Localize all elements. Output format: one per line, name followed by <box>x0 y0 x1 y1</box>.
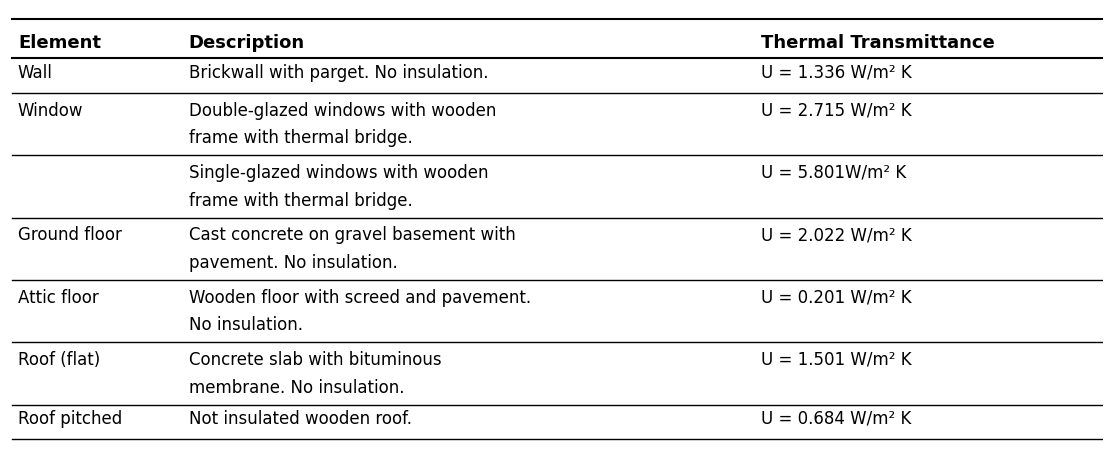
Text: Wall: Wall <box>18 63 53 81</box>
Text: Attic floor: Attic floor <box>18 288 98 306</box>
Text: Element: Element <box>18 34 100 51</box>
Text: Window: Window <box>18 101 84 119</box>
Text: U = 0.201 W/m² K: U = 0.201 W/m² K <box>762 288 912 306</box>
Text: Concrete slab with bituminous: Concrete slab with bituminous <box>189 350 442 368</box>
Text: frame with thermal bridge.: frame with thermal bridge. <box>189 191 413 209</box>
Text: U = 2.022 W/m² K: U = 2.022 W/m² K <box>762 226 912 244</box>
Text: pavement. No insulation.: pavement. No insulation. <box>189 253 397 271</box>
Text: Thermal Transmittance: Thermal Transmittance <box>762 34 995 51</box>
Text: Ground floor: Ground floor <box>18 226 121 244</box>
Text: Double-glazed windows with wooden: Double-glazed windows with wooden <box>189 101 496 119</box>
Text: Single-glazed windows with wooden: Single-glazed windows with wooden <box>189 163 488 181</box>
Text: Cast concrete on gravel basement with: Cast concrete on gravel basement with <box>189 226 516 244</box>
Text: U = 0.684 W/m² K: U = 0.684 W/m² K <box>762 409 912 427</box>
Text: U = 1.501 W/m² K: U = 1.501 W/m² K <box>762 350 912 368</box>
Text: U = 5.801W/m² K: U = 5.801W/m² K <box>762 163 906 181</box>
Text: Roof pitched: Roof pitched <box>18 409 123 427</box>
Text: U = 1.336 W/m² K: U = 1.336 W/m² K <box>762 63 912 81</box>
Text: frame with thermal bridge.: frame with thermal bridge. <box>189 129 413 147</box>
Text: Roof (flat): Roof (flat) <box>18 350 100 368</box>
Text: Wooden floor with screed and pavement.: Wooden floor with screed and pavement. <box>189 288 531 306</box>
Text: No insulation.: No insulation. <box>189 315 302 334</box>
Text: Brickwall with parget. No insulation.: Brickwall with parget. No insulation. <box>189 63 488 81</box>
Text: Description: Description <box>189 34 305 51</box>
Text: Not insulated wooden roof.: Not insulated wooden roof. <box>189 409 412 427</box>
Text: U = 2.715 W/m² K: U = 2.715 W/m² K <box>762 101 912 119</box>
Text: membrane. No insulation.: membrane. No insulation. <box>189 378 404 396</box>
